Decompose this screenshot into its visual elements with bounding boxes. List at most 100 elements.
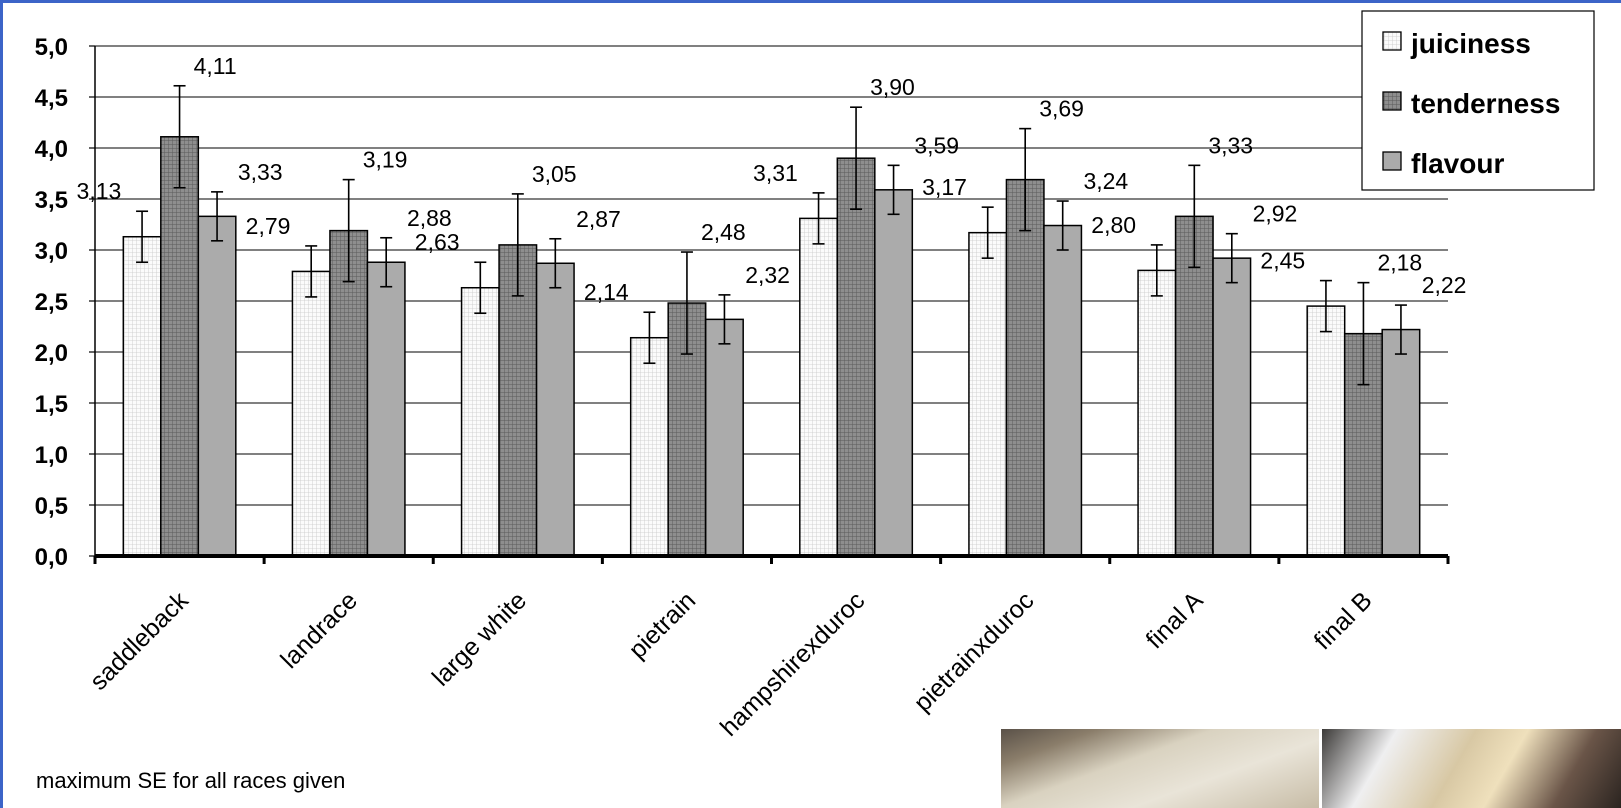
bar-juiciness [968,231,1008,557]
x-tick-label: saddleback [85,586,195,696]
data-label-juiciness: 3,31 [753,160,798,186]
error-bar [1056,200,1069,251]
photo-tasters [1322,729,1621,808]
bar-juiciness [1306,305,1346,557]
error-bar [1150,244,1163,297]
x-tick-label: final A [1141,586,1209,654]
legend-label: juiciness [1410,28,1531,59]
error-bar [136,210,149,264]
bar-tenderness [160,136,200,557]
x-tick-label: final B [1309,586,1378,655]
footnote: maximum SE for all races given [36,768,346,793]
error-bar [1357,281,1370,386]
bar-tenderness [329,229,369,557]
bar-flavour [1043,224,1083,557]
y-tick-label: 1,5 [35,391,68,418]
bar-flavour [1212,257,1252,557]
data-label-flavour: 3,59 [914,132,959,158]
data-label-tenderness: 3,05 [532,161,577,187]
error-bar [549,237,562,289]
legend-swatch [1382,151,1402,171]
bar-flavour [535,262,575,557]
error-bar [1225,232,1238,284]
legend-label: tenderness [1411,88,1560,119]
data-label-tenderness: 2,48 [701,219,746,245]
data-label-juiciness: 2,80 [1091,212,1136,238]
error-bar [511,193,524,297]
error-bar [173,84,186,189]
bar-flavour [366,261,406,557]
error-bar [680,251,693,355]
bar-juiciness [799,217,839,557]
data-label-tenderness: 3,69 [1039,96,1084,122]
bar-juiciness [460,286,500,557]
legend-swatch [1382,31,1402,51]
data-label-flavour: 3,33 [238,159,283,185]
data-label-tenderness: 2,18 [1377,250,1422,276]
x-axis-ticks: saddleback landrace large white pietrain ham… [85,586,1378,742]
legend-item-juiciness: juiciness [1382,28,1531,59]
error-bar [1394,304,1407,355]
error-bar [474,261,487,315]
data-label-flavour: 2,32 [745,262,790,288]
data-label-tenderness: 4,11 [194,53,237,79]
bar-flavour [1381,328,1421,557]
bar-juiciness [291,270,331,557]
error-bar [305,245,318,298]
bar-juiciness [1137,269,1177,557]
data-label-flavour: 2,22 [1422,272,1467,298]
data-label-flavour: 2,87 [576,206,621,232]
error-bar [1319,279,1332,333]
error-bar [812,192,825,245]
data-label-juiciness: 3,17 [922,174,967,200]
error-bar [981,206,994,259]
y-tick-label: 0,5 [35,493,68,520]
legend-label: flavour [1411,148,1504,179]
bar-flavour [874,189,914,557]
legend: juiciness tenderness flavour [1361,10,1595,191]
error-bar [1188,164,1201,269]
bars [122,136,1421,557]
data-label-tenderness: 3,19 [363,147,408,173]
bar-juiciness [629,336,669,557]
bar-flavour [197,215,237,557]
data-label-juiciness: 3,13 [77,178,122,204]
bar-tenderness [1005,178,1045,557]
legend-item-flavour: flavour [1382,148,1504,179]
data-label-tenderness: 3,33 [1208,132,1253,158]
data-label-flavour: 2,88 [407,205,452,231]
x-tick-label: pietrainxduroc [909,586,1040,717]
x-tick-label: large white [427,586,532,691]
data-label-juiciness: 2,79 [246,213,291,239]
data-label-flavour: 3,24 [1083,168,1128,194]
error-bar [380,236,393,288]
x-tick-label: pietrain [623,586,701,664]
x-tick-label: hampshirexduroc [715,586,870,741]
error-bar [643,311,656,365]
bar-tenderness [836,157,876,557]
bar-juiciness [122,235,162,557]
y-tick-label: 5,0 [35,34,68,61]
error-bar [718,294,731,345]
y-tick-label: 2,0 [35,340,68,367]
x-tick-label: landrace [275,586,363,674]
bar-flavour [704,318,744,557]
error-bar [850,106,863,210]
y-tick-label: 3,0 [35,238,68,265]
y-tick-label: 2,5 [35,289,68,316]
error-bar [211,191,224,242]
legend-item-tenderness: tenderness [1382,88,1560,119]
error-bar [1019,127,1032,232]
data-label-juiciness: 2,63 [415,229,460,255]
photo-kitchen [1001,729,1319,808]
y-tick-label: 1,0 [35,442,68,469]
axes [93,46,1450,564]
error-bar [887,164,900,216]
data-label-flavour: 2,92 [1253,201,1298,227]
y-tick-label: 0,0 [35,544,68,571]
y-tick-label: 3,5 [35,187,68,214]
y-tick-label: 4,5 [35,85,68,112]
y-tick-label: 4,0 [35,136,68,163]
data-label-juiciness: 2,14 [584,279,629,305]
